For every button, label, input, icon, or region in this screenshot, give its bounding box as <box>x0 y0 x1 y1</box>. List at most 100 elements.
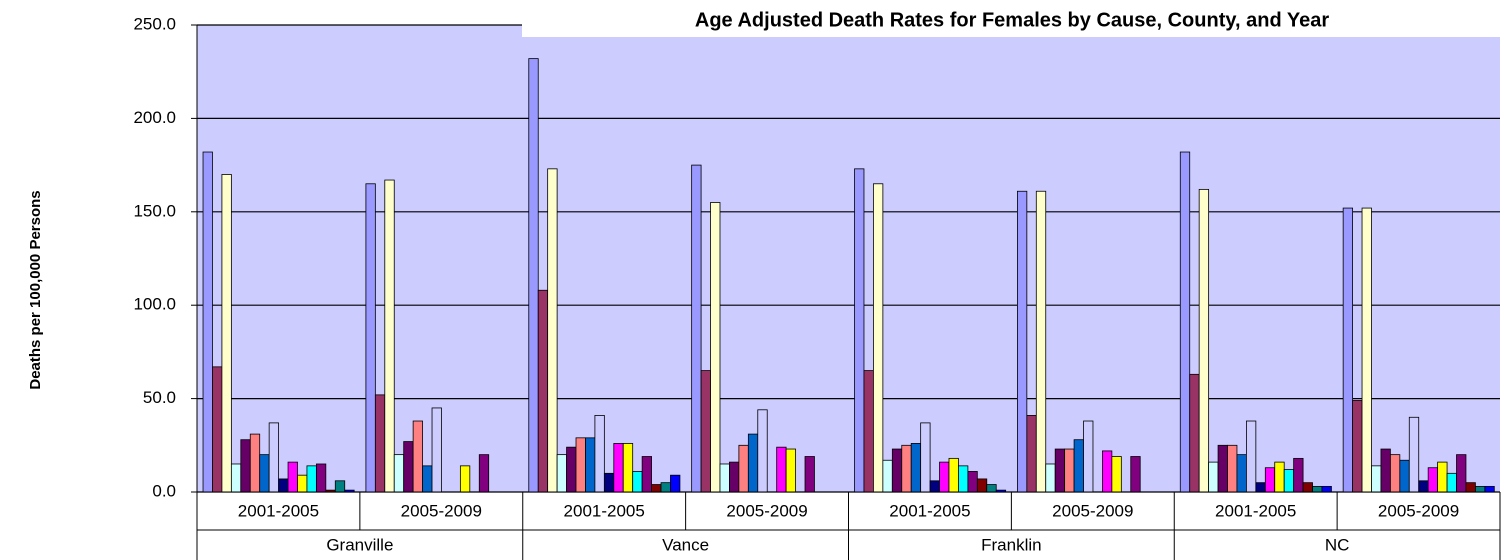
bar <box>384 179 395 493</box>
bar <box>259 454 270 493</box>
bar <box>691 164 702 493</box>
bar <box>863 370 874 493</box>
bar <box>1264 467 1276 493</box>
bar <box>1380 448 1391 493</box>
bar <box>1342 207 1353 493</box>
bar <box>334 480 346 493</box>
bar <box>374 394 386 493</box>
bar <box>1456 454 1467 493</box>
bar <box>1399 459 1410 493</box>
y-tick-label: 50.0 <box>143 388 176 407</box>
x-tick-label: 2005-2009 <box>1052 501 1133 520</box>
bar <box>240 439 251 493</box>
x-tick-label: 2001-2005 <box>1215 501 1296 520</box>
bar <box>986 484 997 493</box>
bar <box>202 151 213 493</box>
bar <box>212 366 223 493</box>
x-tick-label: 2001-2005 <box>238 501 319 520</box>
bar <box>585 437 596 493</box>
bar <box>976 478 988 493</box>
bar <box>1064 448 1075 493</box>
bar <box>1111 456 1122 493</box>
bar <box>854 168 865 493</box>
bar <box>622 443 634 493</box>
bar <box>365 183 376 493</box>
bar <box>594 415 605 493</box>
x-tick-label: 2001-2005 <box>564 501 645 520</box>
bar <box>297 474 308 493</box>
bar <box>566 446 577 493</box>
bar <box>1427 467 1439 493</box>
bar <box>1312 485 1323 493</box>
y-axis-label: Deaths per 100,000 Persons <box>27 190 44 389</box>
bar <box>412 420 423 493</box>
bar <box>1361 207 1372 493</box>
bar <box>315 463 327 493</box>
bar <box>700 370 711 493</box>
bar <box>287 461 298 493</box>
bar <box>910 443 922 493</box>
bar <box>1073 439 1084 493</box>
bar <box>901 444 912 493</box>
bar <box>1227 444 1238 493</box>
bar <box>967 471 978 493</box>
bar <box>528 58 539 493</box>
bar <box>1321 485 1332 493</box>
bar <box>882 459 893 493</box>
y-tick-label: 0.0 <box>152 481 176 500</box>
bar <box>670 474 681 493</box>
bar <box>1017 190 1028 493</box>
bar <box>873 183 884 493</box>
bar <box>1045 463 1056 493</box>
bar <box>603 472 615 493</box>
bar <box>575 437 586 493</box>
x-tick-label: 2005-2009 <box>401 501 482 520</box>
bar <box>403 441 414 493</box>
y-tick-label: 150.0 <box>133 201 176 220</box>
group-label: NC <box>1325 535 1350 554</box>
bar <box>249 433 261 493</box>
bar <box>641 456 652 493</box>
plot-area <box>197 25 1500 492</box>
bar <box>431 407 442 493</box>
bar <box>939 461 950 493</box>
bar <box>1274 461 1285 493</box>
bar <box>1293 457 1304 493</box>
bar <box>1208 461 1219 493</box>
bar <box>1255 482 1266 493</box>
x-tick-label: 2005-2009 <box>726 501 807 520</box>
bar <box>651 484 662 493</box>
bar <box>738 444 749 493</box>
bar <box>1102 450 1113 493</box>
bar <box>556 454 567 493</box>
bar <box>632 471 643 493</box>
bar <box>306 465 317 493</box>
x-tick-label: 2001-2005 <box>889 501 970 520</box>
bar <box>1189 373 1200 493</box>
bar <box>804 456 815 493</box>
bar <box>891 448 903 493</box>
bar <box>221 174 232 493</box>
bar <box>1283 469 1295 493</box>
bar <box>393 454 405 493</box>
bar <box>1083 420 1094 493</box>
bar <box>1484 485 1495 493</box>
bar <box>1026 415 1037 493</box>
bar <box>230 463 242 493</box>
bar <box>660 482 671 493</box>
x-tick-label: 2005-2009 <box>1378 501 1459 520</box>
bar <box>1217 444 1228 493</box>
bar <box>920 422 931 493</box>
bar <box>1179 151 1191 493</box>
chart-title: Age Adjusted Death Rates for Females by … <box>695 9 1329 31</box>
bar <box>1236 454 1247 493</box>
bar <box>1246 420 1257 493</box>
bar <box>478 454 490 493</box>
bar <box>1408 416 1420 493</box>
bar <box>719 463 730 493</box>
bar <box>537 289 549 493</box>
bar <box>1475 485 1486 493</box>
bar <box>1352 400 1363 493</box>
bar <box>1302 482 1313 493</box>
